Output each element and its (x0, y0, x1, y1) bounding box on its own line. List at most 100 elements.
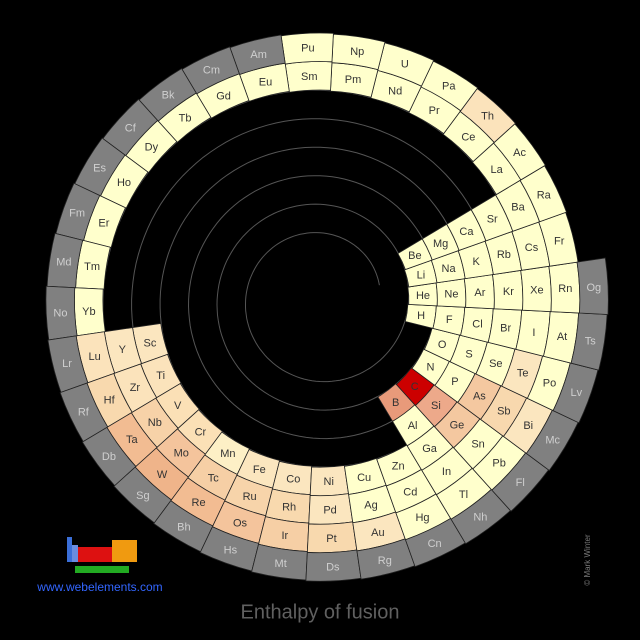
element-symbol: Ar (474, 287, 485, 299)
element-symbol: Th (481, 110, 494, 122)
element-symbol: Pr (429, 105, 440, 117)
element-symbol: Cr (195, 427, 207, 439)
element-symbol: Re (192, 497, 206, 509)
element-symbol: Rf (78, 407, 90, 419)
element-symbol: Na (442, 263, 457, 275)
element-symbol: Te (517, 368, 529, 380)
element-symbol: Zn (392, 461, 405, 473)
element-symbol: Er (98, 217, 109, 229)
element-symbol: Es (93, 162, 106, 174)
element-symbol: B (392, 397, 399, 409)
element-symbol: Np (350, 46, 364, 58)
element-symbol: C (411, 381, 419, 393)
element-symbol: Ca (459, 226, 474, 238)
element-symbol: Tc (208, 473, 220, 485)
element-symbol: Sm (301, 71, 318, 83)
element-symbol: Kr (503, 286, 514, 298)
element-symbol: Nd (388, 86, 402, 98)
element-symbol: Nb (148, 417, 162, 429)
element-symbol: P (451, 376, 458, 388)
element-symbol: Ge (450, 419, 465, 431)
element-symbol: At (557, 331, 567, 343)
element-symbol: Br (500, 323, 511, 335)
element-symbol: N (427, 361, 435, 373)
element-symbol: Fl (516, 477, 525, 489)
element-symbol: Bi (523, 420, 533, 432)
element-symbol: Zr (130, 382, 141, 394)
element-symbol: Mg (433, 238, 448, 250)
element-symbol: Yb (82, 306, 95, 318)
element-symbol: Y (119, 344, 127, 356)
element-symbol: O (438, 339, 447, 351)
element-symbol: Pm (345, 74, 362, 86)
element-symbol: Sb (497, 405, 510, 417)
element-symbol: Ds (326, 562, 340, 574)
element-symbol: Md (56, 257, 71, 269)
element-symbol: Mc (545, 435, 560, 447)
element-symbol: Fr (554, 235, 565, 247)
element-symbol: He (416, 290, 430, 302)
element-symbol: I (532, 327, 535, 339)
element-symbol: Hs (224, 545, 238, 557)
element-symbol: Pd (323, 505, 336, 517)
element-symbol: Fe (253, 464, 266, 476)
element-symbol: Ir (282, 530, 289, 542)
element-symbol: Eu (259, 76, 272, 88)
icon-s-block (72, 545, 78, 562)
element-symbol: Xe (530, 284, 543, 296)
element-symbol: Ac (513, 147, 526, 159)
website: www.webelements.com (36, 580, 162, 594)
element-symbol: S (465, 348, 472, 360)
element-cell (576, 257, 609, 315)
icon-f-block (75, 566, 129, 573)
element-symbol: Db (102, 451, 116, 463)
element-symbol: Mt (275, 558, 287, 570)
element-symbol: Os (233, 518, 248, 530)
element-symbol: Sg (136, 490, 149, 502)
element-symbol: Li (417, 270, 426, 282)
element-symbol: V (174, 400, 182, 412)
element-symbol: Rh (282, 502, 296, 514)
element-symbol: Ra (537, 189, 552, 201)
element-symbol: Sn (471, 438, 484, 450)
element-symbol: Lr (62, 358, 72, 370)
element-symbol: Tl (459, 489, 468, 501)
element-symbol: Rn (558, 283, 572, 295)
element-symbol: Cs (525, 242, 539, 254)
element-symbol: Ga (422, 443, 438, 455)
icon-s-block (67, 537, 72, 562)
element-symbol: Pu (301, 42, 314, 54)
element-symbol: Ho (117, 177, 131, 189)
element-symbol: Se (489, 358, 502, 370)
element-symbol: Ce (461, 132, 475, 144)
element-symbol: Bk (162, 90, 175, 102)
element-symbol: K (473, 256, 481, 268)
element-symbol: Tb (179, 113, 192, 125)
legend-icon (67, 537, 137, 573)
element-symbol: Mo (174, 448, 189, 460)
element-symbol: Ts (585, 335, 597, 347)
element-symbol: Ti (156, 370, 165, 382)
icon-d-block (78, 547, 112, 562)
element-symbol: Al (408, 420, 418, 432)
element-symbol: Be (408, 250, 421, 262)
element-symbol: Lv (570, 387, 582, 399)
element-symbol: Po (543, 377, 556, 389)
element-symbol: Co (286, 474, 300, 486)
element-symbol: Fm (69, 208, 85, 220)
element-symbol: Ag (364, 500, 377, 512)
element-symbol: Am (250, 49, 267, 61)
icon-p-block (112, 540, 137, 562)
element-symbol: Ru (243, 491, 257, 503)
element-symbol: Cm (203, 65, 220, 77)
element-symbol: Au (371, 527, 384, 539)
element-symbol: Pb (492, 458, 505, 470)
element-symbol: W (157, 469, 168, 481)
page-title: Enthalpy of fusion (241, 601, 400, 623)
element-symbol: Ta (126, 434, 139, 446)
element-symbol: Mn (220, 448, 235, 460)
element-symbol: Cn (428, 538, 442, 550)
element-symbol: Cf (125, 123, 137, 135)
element-symbol: Cu (357, 472, 371, 484)
